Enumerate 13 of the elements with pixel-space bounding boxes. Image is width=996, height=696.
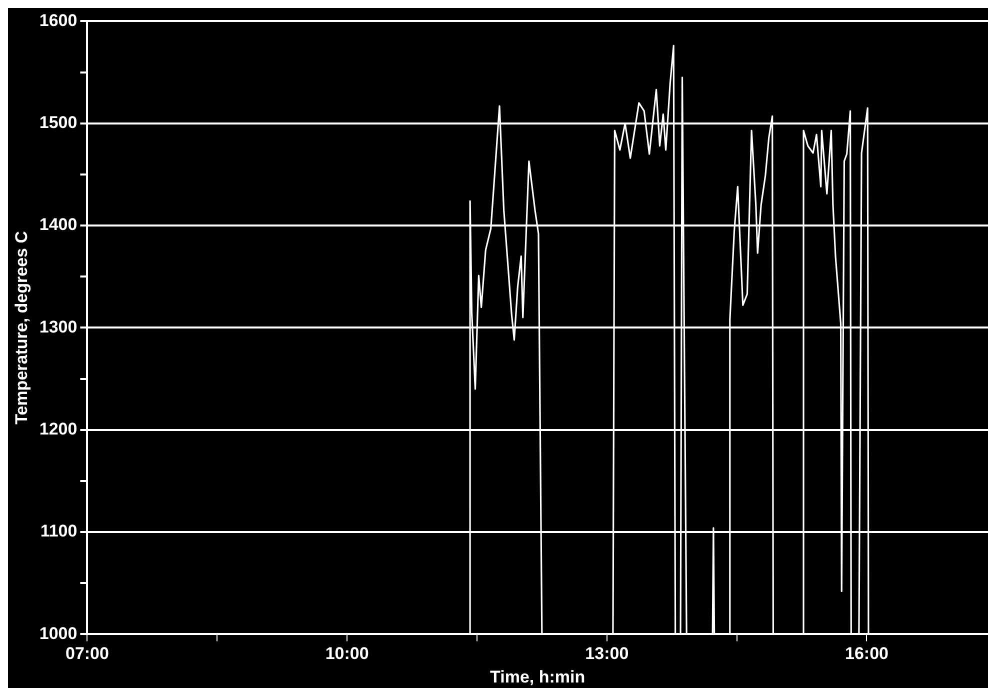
x-tick-label: 16:00 (845, 644, 888, 664)
x-tick-label: 10:00 (325, 644, 369, 664)
x-tick-label: 07:00 (65, 644, 109, 664)
y-tick-label: 1400 (39, 215, 78, 234)
x-axis-title: Time, h:min (490, 667, 586, 686)
y-axis-title: Temperature, degrees C (12, 231, 31, 424)
y-tick-label: 1100 (40, 522, 78, 541)
y-tick-label: 1200 (39, 420, 78, 439)
y-tick-label: 1300 (39, 317, 78, 336)
x-tick-label: 13:00 (585, 644, 629, 664)
y-tick-label: 1600 (39, 10, 78, 30)
y-tick-label: 1000 (39, 624, 78, 643)
y-tick-label: 1500 (39, 113, 78, 132)
